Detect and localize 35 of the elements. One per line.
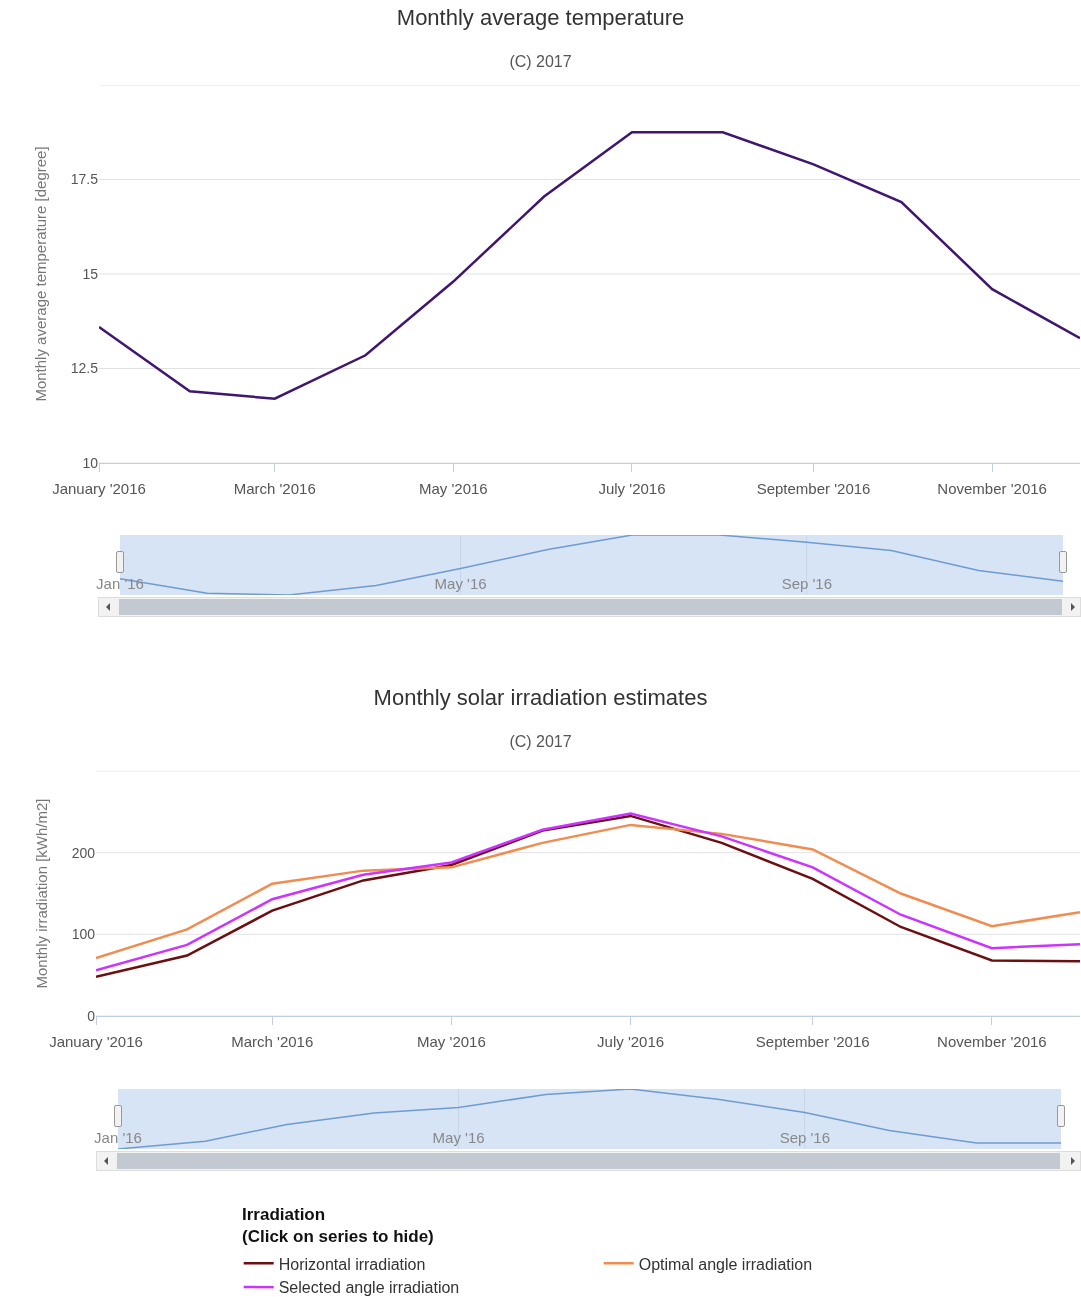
y-tick-label: 10 — [82, 454, 99, 471]
chart-subtitle: (C) 2017 — [509, 53, 572, 71]
chart-title: Monthly solar irradiation estimates — [373, 685, 708, 711]
x-tick-label: September '2016 — [756, 480, 871, 497]
y-tick-label: 200 — [71, 844, 96, 861]
y-tick-label: 15 — [82, 265, 99, 282]
legend-title: Irradiation (Click on series to hide) — [242, 1205, 434, 1247]
x-tick-label: November '2016 — [937, 1033, 1047, 1050]
x-tick-label: May '2016 — [418, 480, 488, 497]
y-tick-label: 12.5 — [70, 360, 99, 377]
chart-subtitle: (C) 2017 — [509, 733, 572, 751]
y-tick-label: 17.5 — [70, 171, 99, 188]
x-tick-label: Sep '16 — [781, 575, 833, 592]
x-tick-label: May '16 — [434, 575, 487, 592]
x-tick-label: Jan '16 — [94, 1129, 142, 1146]
y-tick-label: 100 — [71, 926, 96, 943]
x-tick-label: November '2016 — [937, 480, 1047, 497]
legend-label: Selected angle irradiation — [278, 1279, 460, 1297]
x-tick-label: July '2016 — [597, 1033, 665, 1050]
x-tick-label: March '2016 — [233, 480, 316, 497]
x-tick-label: July '2016 — [598, 480, 666, 497]
x-tick-label: September '2016 — [755, 1033, 870, 1050]
x-tick-label: March '2016 — [231, 1033, 314, 1050]
y-axis-title: Monthly average temperature [degree] — [32, 146, 49, 402]
x-tick-label: January '2016 — [49, 1033, 143, 1050]
x-tick-label: January '2016 — [52, 480, 146, 497]
legend-label: Optimal angle irradiation — [638, 1255, 813, 1273]
legend-label: Horizontal irradiation — [278, 1255, 426, 1273]
y-tick-label: 0 — [87, 1007, 96, 1024]
chart-title: Monthly average temperature — [396, 5, 685, 31]
x-tick-label: Sep '16 — [779, 1129, 831, 1146]
x-tick-label: May '16 — [432, 1129, 485, 1146]
y-axis-title: Monthly irradiation [kWh/m2] — [32, 798, 50, 989]
x-tick-label: May '2016 — [417, 1033, 486, 1050]
line-series — [99, 131, 1080, 400]
